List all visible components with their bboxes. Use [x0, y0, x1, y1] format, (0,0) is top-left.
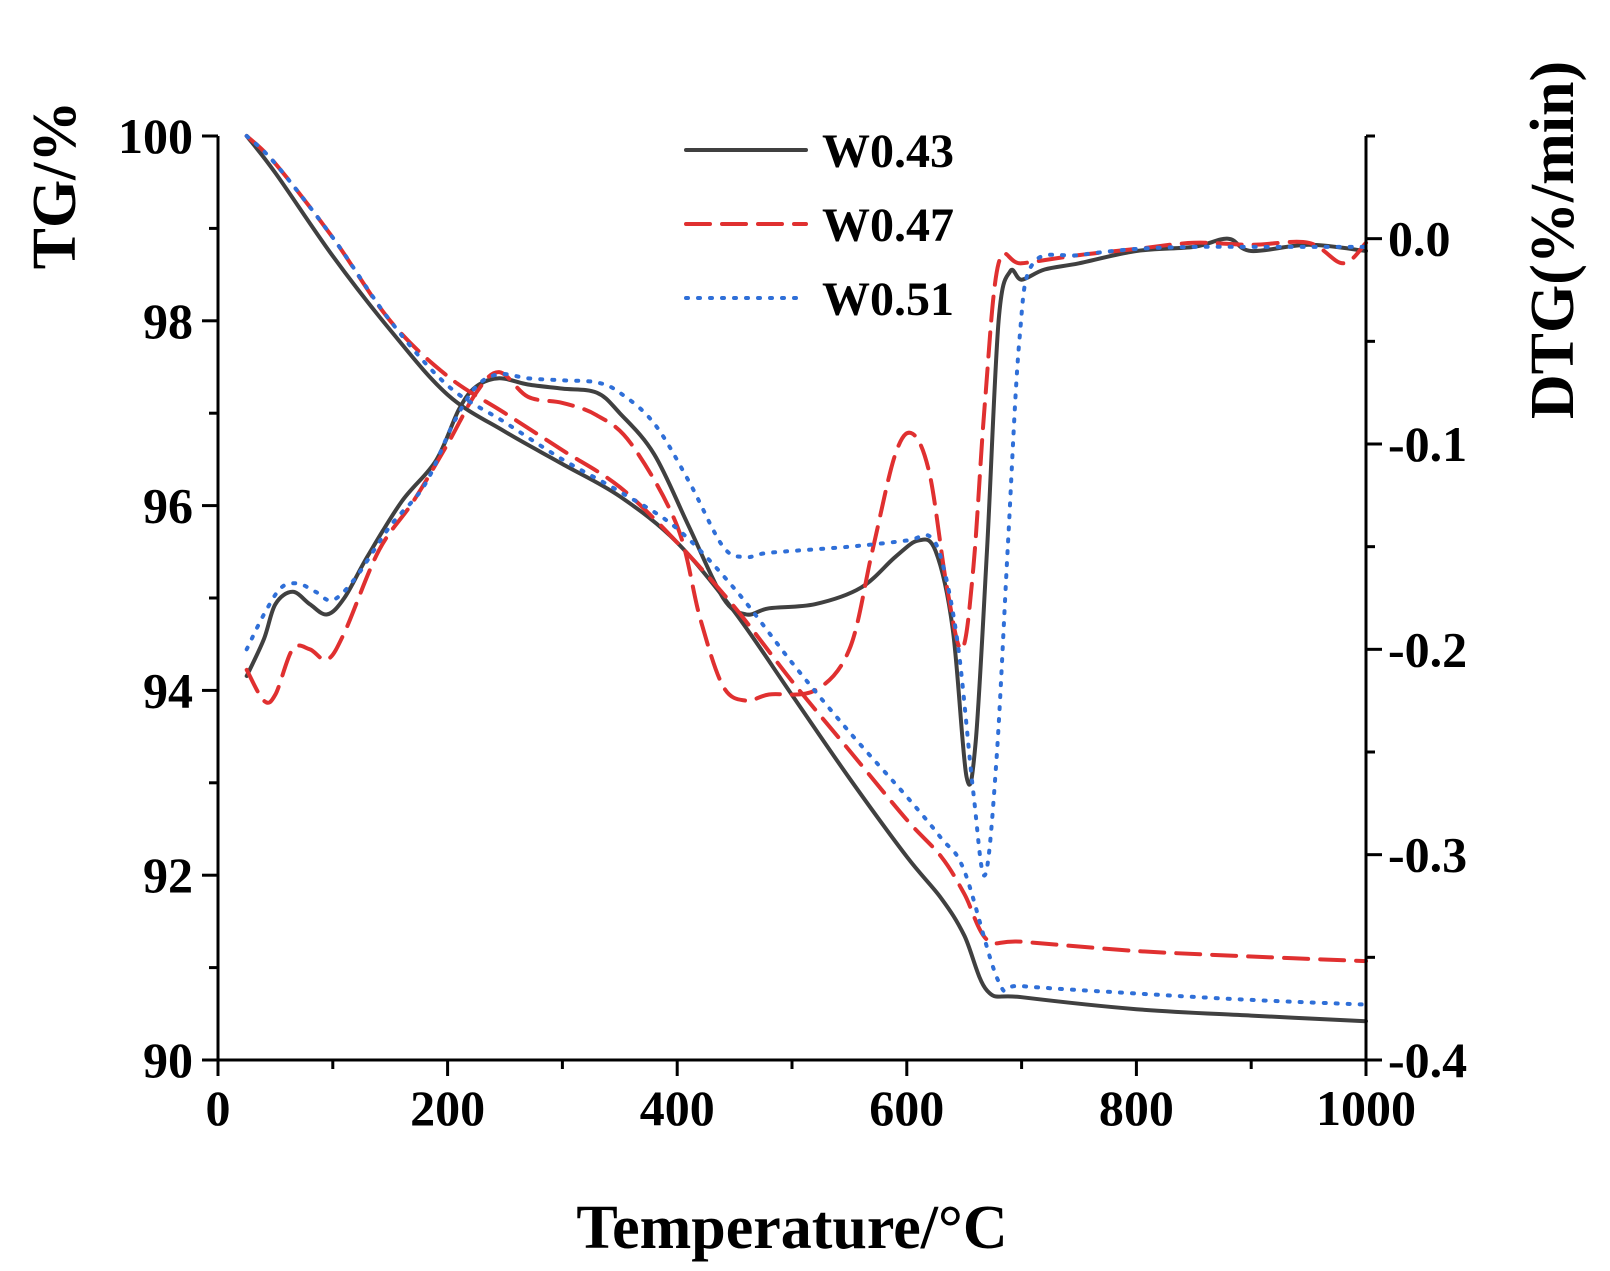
y-tick-label: 90 [143, 1032, 193, 1088]
x-tick-label: 1000 [1316, 1080, 1416, 1136]
axis-ticks [202, 134, 1382, 1076]
y-tick-label: 100 [118, 108, 193, 164]
legend: W0.43 W0.47 W0.51 [684, 125, 954, 326]
x-axis-title: Temperature/°C [576, 1194, 1007, 1262]
x-tick-label: 200 [410, 1080, 485, 1136]
x-tick-label: 800 [1099, 1080, 1174, 1136]
y2-tick-label: -0.2 [1388, 621, 1467, 677]
y-tick-label: 94 [143, 662, 193, 718]
tg-line-w0-43 [244, 134, 1368, 1024]
y-tick-label: 96 [143, 478, 193, 534]
tg-line-w0-47 [244, 134, 1368, 964]
x-tick-label: 600 [869, 1080, 944, 1136]
y-tick-label: 98 [143, 293, 193, 349]
y2-tick-label: -0.3 [1388, 827, 1467, 883]
axis-tick-labels: 0 200 400 600 800 1000 90 92 94 96 98 100 -0.4 -0.3 -0… [118, 108, 1467, 1136]
x-tick-label: 400 [640, 1080, 715, 1136]
left-y-axis-title: TG/% [21, 101, 89, 270]
legend-label-w0-51: W0.51 [822, 273, 954, 326]
y2-tick-label: 0.0 [1388, 211, 1451, 267]
right-y-axis-title: DTG(%/min) [1519, 61, 1587, 419]
y-tick-label: 92 [143, 847, 193, 903]
x-tick-label: 0 [206, 1080, 231, 1136]
tg-line-w0-51 [244, 134, 1368, 1007]
y2-tick-label: -0.1 [1388, 416, 1467, 472]
dtg-line-w0-51 [244, 244, 1368, 878]
dtg-line-w0-43 [244, 236, 1368, 787]
y2-tick-label: -0.4 [1388, 1032, 1467, 1088]
plot-lines [244, 134, 1368, 1024]
dtg-line-w0-47 [244, 239, 1368, 705]
legend-label-w0-47: W0.47 [822, 199, 954, 252]
legend-label-w0-43: W0.43 [822, 125, 954, 178]
